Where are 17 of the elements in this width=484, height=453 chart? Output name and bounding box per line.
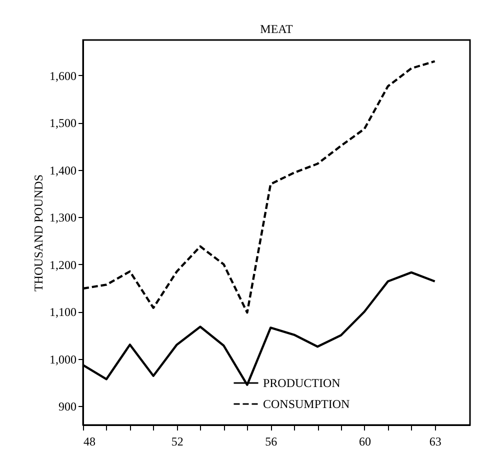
y-tick-label: 1,200 <box>50 258 76 272</box>
legend-label: PRODUCTION <box>263 376 341 390</box>
y-tick-label: 1,600 <box>50 68 76 83</box>
legend-label: CONSUMPTION <box>263 397 350 411</box>
chart-title: MEAT <box>260 22 294 36</box>
y-tick-label: 1,000 <box>50 352 76 366</box>
x-tick-label: 60 <box>358 434 371 448</box>
y-axis-title: THOUSAND POUNDS <box>32 174 46 292</box>
y-tick-label: 1,300 <box>50 210 76 225</box>
x-tick-label: 63 <box>429 434 442 448</box>
x-tick-label: 48 <box>84 434 96 448</box>
y-tick-label: 1,500 <box>50 116 76 130</box>
x-tick-label: 56 <box>265 434 278 448</box>
y-tick-label: 1,100 <box>50 305 76 320</box>
y-tick-label: 1,400 <box>50 163 76 178</box>
y-tick-label: 900 <box>58 400 76 414</box>
x-tick-label: 52 <box>171 434 184 448</box>
